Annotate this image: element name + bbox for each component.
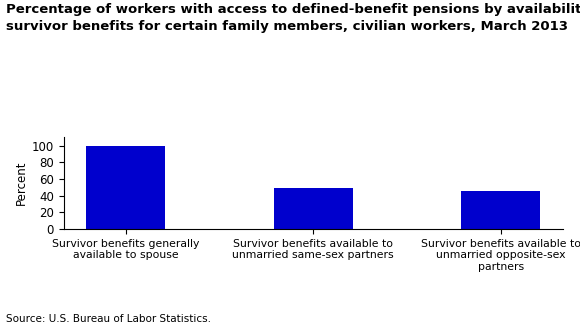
Bar <box>461 191 540 229</box>
Text: Source: U.S. Bureau of Labor Statistics.: Source: U.S. Bureau of Labor Statistics. <box>6 314 211 324</box>
Y-axis label: Percent: Percent <box>14 161 28 205</box>
Bar <box>274 188 353 229</box>
Text: Percentage of workers with access to defined-benefit pensions by availability of: Percentage of workers with access to def… <box>6 3 580 33</box>
Bar <box>86 146 165 229</box>
